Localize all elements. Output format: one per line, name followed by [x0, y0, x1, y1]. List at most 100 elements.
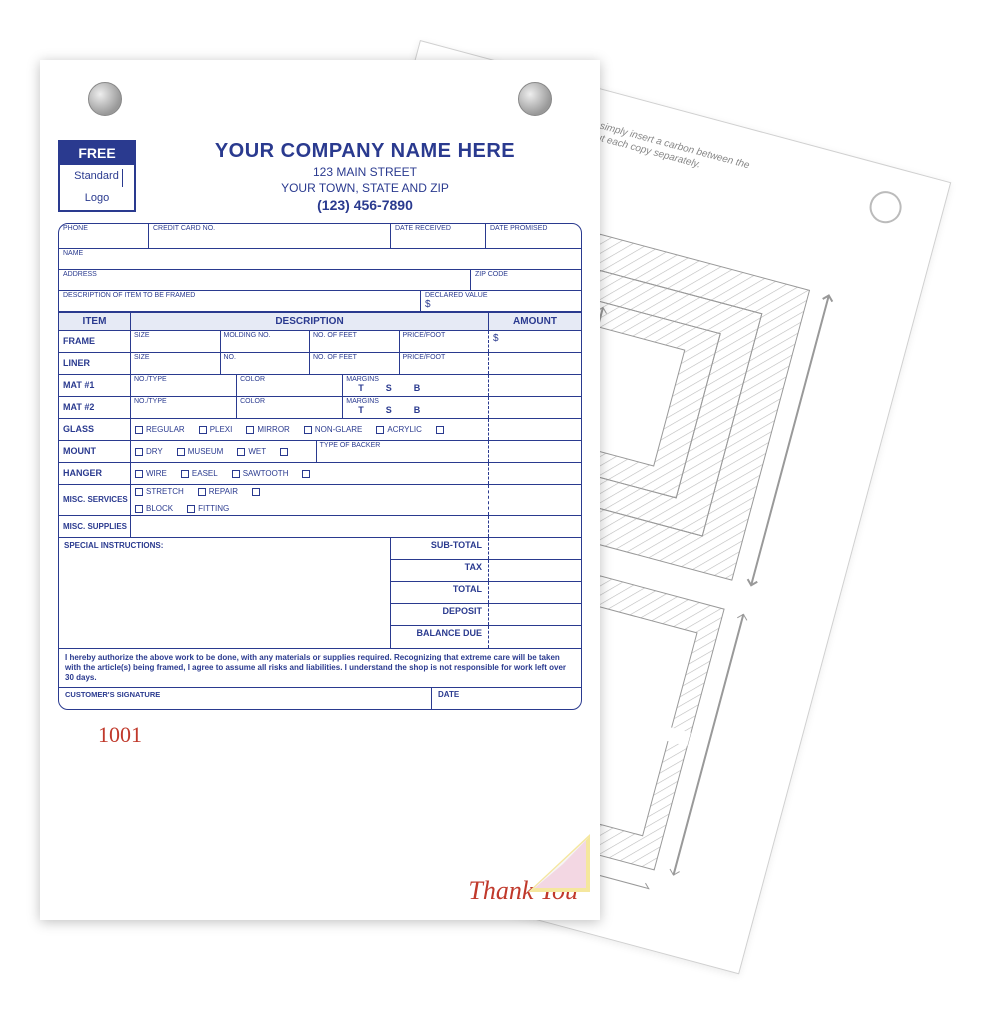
row-liner: LINER SIZE NO. NO. OF FEET PRICE/FOOT — [59, 353, 581, 375]
frame-feet: NO. OF FEET — [310, 331, 400, 352]
service-opt: REPAIR — [198, 487, 238, 496]
checkbox-icon — [199, 426, 207, 434]
glass-opt: PLEXI — [199, 425, 233, 434]
disclaimer-text: I hereby authorize the above work to be … — [59, 649, 581, 688]
glass-opt — [436, 425, 447, 434]
row-mat2: MAT #2 NO./TYPE COLOR MARGINSTSB — [59, 397, 581, 419]
phone-label: PHONE — [63, 225, 144, 232]
company-name: YOUR COMPANY NAME HERE — [148, 140, 582, 163]
form-number: 1001 — [58, 722, 582, 748]
mat2-notype: NO./TYPE — [131, 397, 237, 418]
frame-price: PRICE/FOOT — [400, 331, 489, 352]
misc-services-label: MISC. SERVICES — [59, 485, 131, 515]
mount-opt: DRY — [135, 447, 163, 456]
hanger-opt: SAWTOOTH — [232, 469, 289, 478]
mat2-label: MAT #2 — [59, 397, 131, 418]
service-opt — [252, 487, 263, 496]
frame-amount: $ — [489, 331, 581, 352]
col-amount: AMOUNT — [489, 313, 581, 330]
company-city: YOUR TOWN, STATE AND ZIP — [148, 181, 582, 195]
hanger-opt: WIRE — [135, 469, 167, 478]
row-glass: GLASS REGULAR PLEXI MIRROR NON-GLARE ACR… — [59, 419, 581, 441]
frame-label: FRAME — [59, 331, 131, 352]
row-mount: MOUNT DRY MUSEUM WET TYPE OF BACKER — [59, 441, 581, 463]
total-label: TOTAL — [391, 582, 489, 603]
tax-label: TAX — [391, 560, 489, 581]
company-phone: (123) 456-7890 — [148, 197, 582, 213]
row-hanger: HANGER WIRE EASEL SAWTOOTH — [59, 463, 581, 485]
checkbox-icon — [252, 488, 260, 496]
col-description: DESCRIPTION — [131, 313, 489, 330]
checkbox-icon — [246, 426, 254, 434]
totals-block: SUB-TOTAL TAX TOTAL DEPOSIT BALANCE DUE — [391, 538, 581, 648]
checkbox-icon — [181, 470, 189, 478]
service-opt: STRETCH — [135, 487, 184, 496]
checkbox-icon — [135, 488, 143, 496]
punch-hole-icon — [866, 188, 905, 227]
credit-card-label: CREDIT CARD NO. — [153, 225, 386, 232]
hanger-label: HANGER — [59, 463, 131, 484]
table-header: ITEM DESCRIPTION AMOUNT — [59, 312, 581, 331]
checkbox-icon — [280, 448, 288, 456]
bottom-section: SPECIAL INSTRUCTIONS: SUB-TOTAL TAX TOTA… — [59, 538, 581, 649]
checkbox-icon — [135, 426, 143, 434]
checkbox-icon — [135, 470, 143, 478]
company-street: 123 MAIN STREET — [148, 165, 582, 179]
front-sheet: FREE Standard Logo YOUR COMPANY NAME HER… — [40, 60, 600, 920]
zip-label: ZIP CODE — [475, 271, 577, 278]
checkbox-icon — [198, 488, 206, 496]
name-label: NAME — [63, 250, 577, 257]
row-mat1: MAT #1 NO./TYPE COLOR MARGINSTSB — [59, 375, 581, 397]
liner-price: PRICE/FOOT — [400, 353, 489, 374]
address-label: ADDRESS — [63, 271, 466, 278]
checkbox-icon — [177, 448, 185, 456]
mat2-color: COLOR — [237, 397, 343, 418]
page-curl-icon — [520, 822, 590, 892]
mat1-label: MAT #1 — [59, 375, 131, 396]
mount-backer: TYPE OF BACKER — [317, 441, 488, 462]
punch-hole-icon — [88, 82, 122, 116]
glass-opt: REGULAR — [135, 425, 185, 434]
company-block: YOUR COMPANY NAME HERE 123 MAIN STREET Y… — [148, 140, 582, 213]
service-opt: FITTING — [187, 504, 229, 513]
checkbox-icon — [187, 505, 195, 513]
mount-opt: WET — [237, 447, 266, 456]
checkbox-icon — [304, 426, 312, 434]
frame-size: SIZE — [131, 331, 221, 352]
special-instructions: SPECIAL INSTRUCTIONS: — [59, 538, 391, 648]
checkbox-icon — [135, 448, 143, 456]
checkbox-icon — [237, 448, 245, 456]
logo-line1: Standard — [71, 169, 123, 188]
glass-opt: MIRROR — [246, 425, 289, 434]
mount-opt: MUSEUM — [177, 447, 224, 456]
mat2-margins: MARGINSTSB — [343, 397, 488, 418]
logo-placeholder: FREE Standard Logo — [58, 140, 136, 212]
checkbox-icon — [232, 470, 240, 478]
checkbox-icon — [376, 426, 384, 434]
form-box: PHONE CREDIT CARD NO. DATE RECEIVED DATE… — [58, 223, 582, 710]
punch-hole-icon — [518, 82, 552, 116]
liner-size: SIZE — [131, 353, 221, 374]
checkbox-icon — [135, 505, 143, 513]
mount-opt — [280, 447, 291, 456]
logo-line2: Logo — [82, 191, 112, 210]
desc-item-label: DESCRIPTION OF ITEM TO BE FRAMED — [63, 292, 416, 299]
header: FREE Standard Logo YOUR COMPANY NAME HER… — [58, 140, 582, 213]
liner-no: NO. — [221, 353, 311, 374]
mat1-color: COLOR — [237, 375, 343, 396]
glass-opt: NON-GLARE — [304, 425, 363, 434]
hanger-opt: EASEL — [181, 469, 218, 478]
mount-label: MOUNT — [59, 441, 131, 462]
hanger-opt — [302, 469, 313, 478]
liner-label: LINER — [59, 353, 131, 374]
col-item: ITEM — [59, 313, 131, 330]
customer-signature-label: CUSTOMER'S SIGNATURE — [59, 688, 431, 709]
mat1-margins: MARGINSTSB — [343, 375, 488, 396]
checkbox-icon — [302, 470, 310, 478]
mat1-notype: NO./TYPE — [131, 375, 237, 396]
glass-label: GLASS — [59, 419, 131, 440]
dollar-sign: $ — [425, 299, 577, 310]
row-frame: FRAME SIZE MOLDING NO. NO. OF FEET PRICE… — [59, 331, 581, 353]
balance-label: BALANCE DUE — [391, 626, 489, 648]
subtotal-label: SUB-TOTAL — [391, 538, 489, 559]
